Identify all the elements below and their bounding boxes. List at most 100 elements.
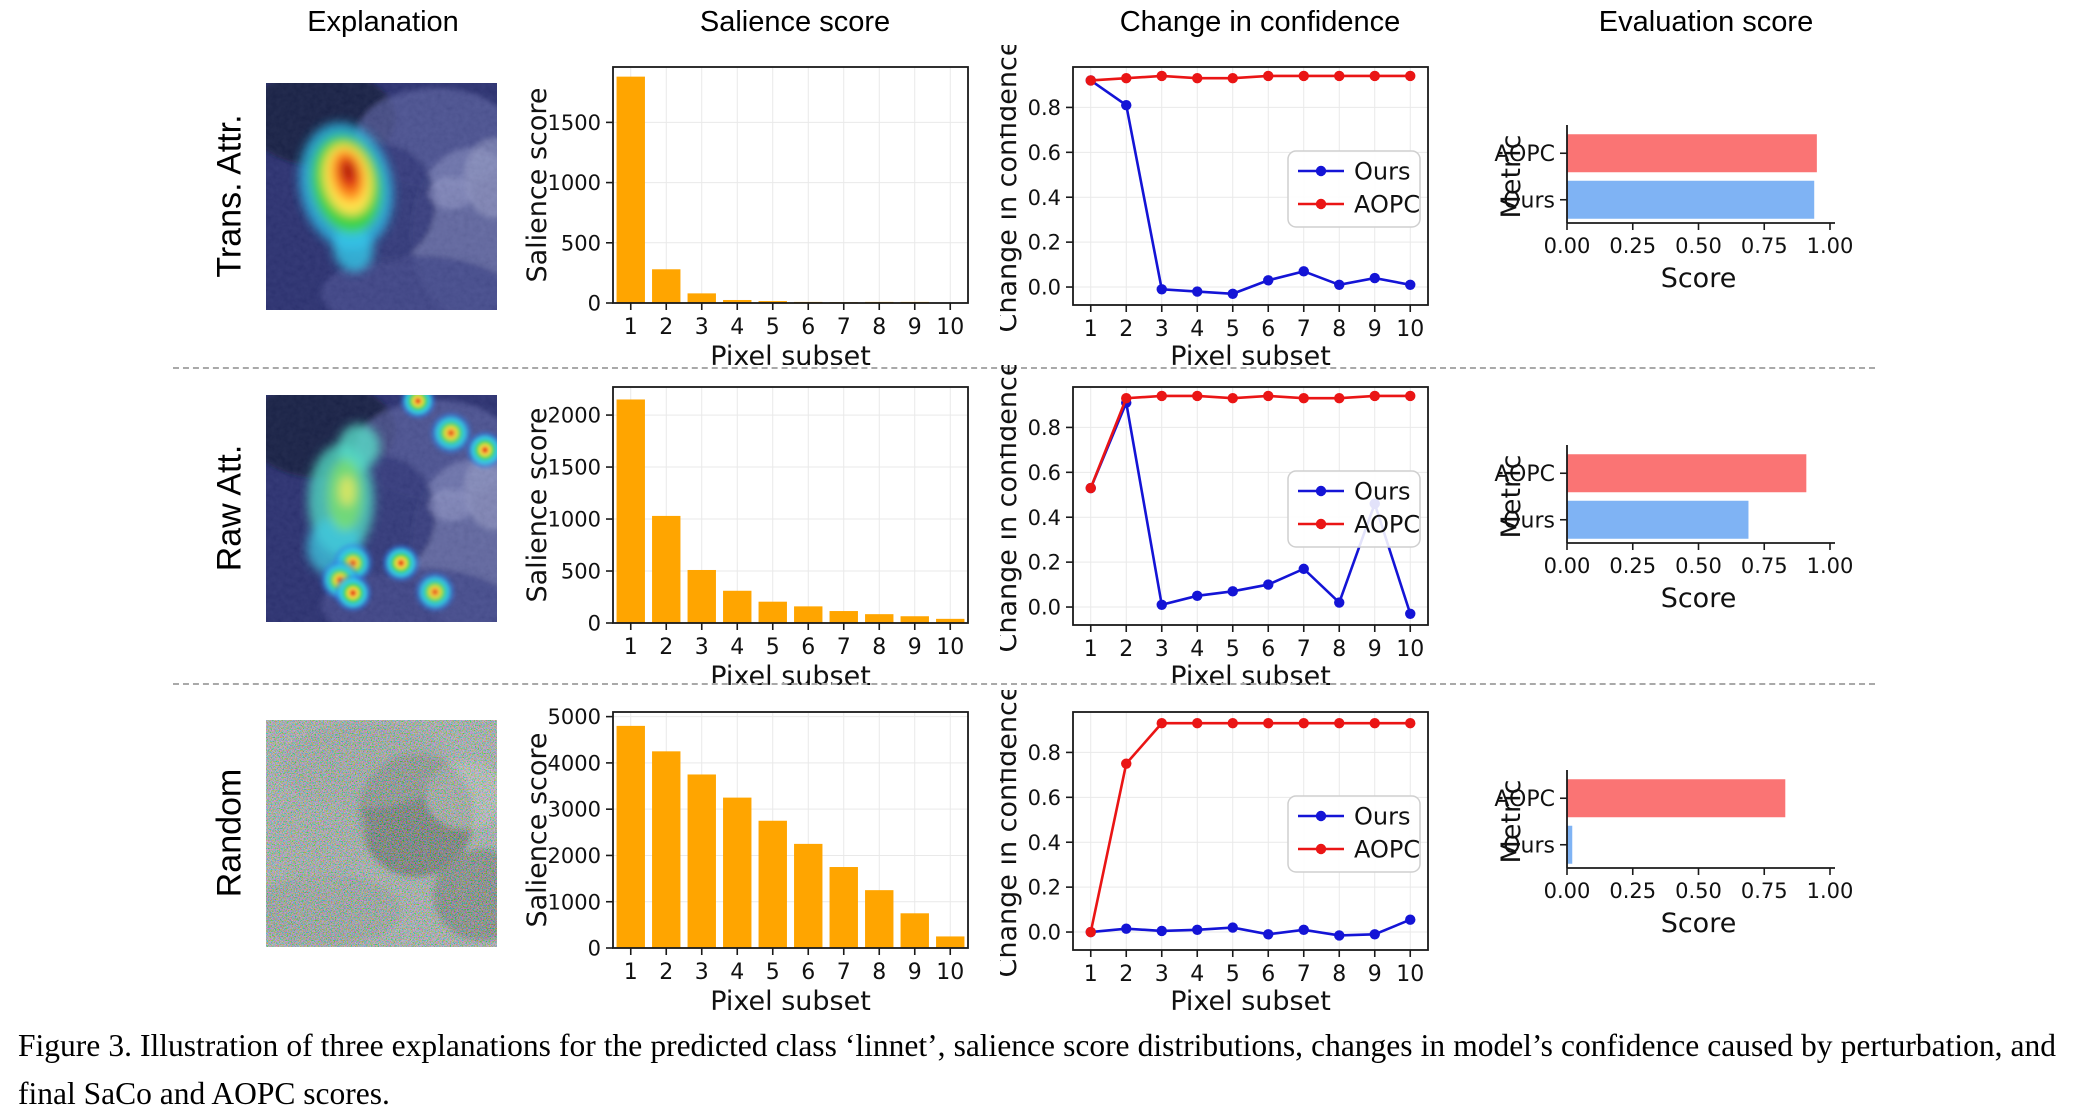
svg-text:0.75: 0.75 bbox=[1741, 554, 1788, 578]
salience-score-chart: 0 500 1000 1500 1 2 3 4 5 6 7 8 9 10 Pixel subset Salie… bbox=[522, 66, 969, 365]
row-label-raw-att: Raw Att. bbox=[210, 444, 249, 572]
svg-text:1: 1 bbox=[624, 635, 638, 660]
salience-bars bbox=[616, 399, 965, 623]
bar bbox=[758, 301, 787, 303]
salience-score-chart: 0 500 1000 1500 2000 1 2 3 4 5 6 7 8 9 10 Pixel subset S… bbox=[522, 386, 969, 685]
svg-text:7: 7 bbox=[837, 635, 851, 660]
data-point bbox=[1156, 70, 1167, 82]
salience-bars bbox=[616, 76, 965, 303]
bar bbox=[652, 751, 681, 948]
svg-text:0.50: 0.50 bbox=[1675, 879, 1722, 903]
data-point bbox=[1405, 279, 1416, 290]
svg-text:0: 0 bbox=[588, 612, 601, 636]
bar bbox=[758, 820, 787, 948]
evaluation-score-chart: AOPC Ours 0.00 0.25 0.50 0.75 1.00 Score Metric bbox=[1494, 770, 1853, 939]
svg-text:6: 6 bbox=[801, 960, 815, 985]
svg-text:3: 3 bbox=[695, 315, 709, 340]
series-ours bbox=[1085, 75, 1416, 299]
svg-text:9: 9 bbox=[1368, 637, 1382, 662]
svg-text:0.8: 0.8 bbox=[1028, 416, 1061, 440]
svg-text:0.25: 0.25 bbox=[1609, 234, 1656, 258]
svg-text:0.6: 0.6 bbox=[1028, 786, 1061, 810]
data-point bbox=[1227, 922, 1238, 933]
svg-text:0.50: 0.50 bbox=[1675, 234, 1722, 258]
data-point bbox=[1263, 929, 1274, 940]
data-point bbox=[1121, 393, 1132, 404]
data-point bbox=[1405, 718, 1416, 729]
svg-text:1: 1 bbox=[624, 315, 638, 340]
bar bbox=[758, 601, 787, 623]
svg-text:8: 8 bbox=[1332, 637, 1346, 662]
bar bbox=[900, 616, 929, 623]
legend-label: AOPC bbox=[1354, 191, 1420, 219]
data-point bbox=[1121, 923, 1132, 934]
data-point bbox=[1156, 718, 1167, 729]
legend: Ours AOPC bbox=[1287, 150, 1421, 228]
svg-text:0.0: 0.0 bbox=[1028, 921, 1061, 945]
legend-label: Ours bbox=[1354, 803, 1410, 831]
data-point bbox=[1405, 914, 1416, 925]
bar bbox=[865, 890, 894, 948]
svg-text:3: 3 bbox=[695, 635, 709, 660]
data-point bbox=[1121, 758, 1132, 769]
svg-text:0.00: 0.00 bbox=[1544, 554, 1591, 578]
svg-text:6: 6 bbox=[801, 315, 815, 340]
bar bbox=[794, 843, 823, 948]
svg-text:0.00: 0.00 bbox=[1544, 234, 1591, 258]
svg-text:4000: 4000 bbox=[548, 751, 601, 775]
svg-text:1: 1 bbox=[1084, 317, 1098, 342]
rgb-noise bbox=[266, 720, 497, 947]
figure-caption: Figure 3. Illustration of three explanat… bbox=[18, 1028, 2056, 1106]
bar bbox=[829, 611, 858, 623]
svg-text:3: 3 bbox=[1155, 962, 1169, 987]
bar bbox=[723, 299, 752, 303]
data-point bbox=[1192, 718, 1203, 729]
svg-text:0.0: 0.0 bbox=[1028, 276, 1061, 300]
bar bbox=[865, 614, 894, 623]
column-header-salience-score: Salience score bbox=[699, 6, 891, 38]
svg-text:0.25: 0.25 bbox=[1609, 879, 1656, 903]
svg-text:5000: 5000 bbox=[548, 705, 601, 729]
evaluation-bars bbox=[1567, 779, 1786, 864]
heat-hotspot bbox=[382, 544, 420, 582]
svg-text:0.75: 0.75 bbox=[1741, 879, 1788, 903]
data-point bbox=[1085, 926, 1096, 938]
explanation-heatmap-image bbox=[266, 395, 497, 622]
data-point bbox=[1192, 390, 1203, 402]
svg-text:1000: 1000 bbox=[548, 508, 601, 532]
svg-text:4: 4 bbox=[730, 635, 744, 660]
bar bbox=[829, 867, 858, 948]
data-point bbox=[1192, 286, 1203, 297]
x-axis-label: Pixel subset bbox=[710, 986, 871, 1010]
data-point bbox=[1121, 73, 1132, 84]
row-trans-attr: Trans. Attr. 0 500 1000 1500 1 2 3 4 5 6 7 8 9 10 Pixe… bbox=[0, 45, 2076, 365]
data-point bbox=[1227, 288, 1238, 299]
svg-text:9: 9 bbox=[1368, 962, 1382, 987]
heat-hotspot bbox=[466, 431, 497, 469]
svg-text:7: 7 bbox=[837, 315, 851, 340]
data-point bbox=[1227, 73, 1238, 84]
y-axis-label: Salience score bbox=[522, 408, 553, 603]
category-label: AOPC bbox=[1494, 462, 1555, 487]
data-point bbox=[1369, 718, 1380, 729]
svg-text:3: 3 bbox=[695, 960, 709, 985]
svg-text:5: 5 bbox=[1226, 962, 1240, 987]
svg-text:2000: 2000 bbox=[548, 844, 601, 868]
x-axis-label: Pixel subset bbox=[1170, 986, 1331, 1010]
legend-label: AOPC bbox=[1354, 836, 1420, 864]
bar bbox=[794, 606, 823, 623]
svg-text:4: 4 bbox=[1190, 962, 1204, 987]
row-label-trans-attr: Trans. Attr. bbox=[210, 114, 249, 278]
bar bbox=[616, 76, 645, 303]
legend-label: Ours bbox=[1354, 478, 1410, 506]
gridlines bbox=[613, 67, 968, 304]
column-header-evaluation-score: Evaluation score bbox=[1598, 6, 1814, 38]
svg-text:7: 7 bbox=[1297, 962, 1311, 987]
svg-text:10: 10 bbox=[936, 960, 964, 985]
bar-aopc bbox=[1567, 134, 1817, 173]
svg-text:10: 10 bbox=[936, 315, 964, 340]
x-axis-label: Pixel subset bbox=[710, 661, 871, 685]
x-axis-label: Pixel subset bbox=[1170, 661, 1331, 685]
row-random: Random 0 1000 2000 3000 4000 5000 1 2 3 4 5 6 7 8 9 10 P… bbox=[0, 690, 2076, 1010]
data-point bbox=[1156, 284, 1167, 295]
